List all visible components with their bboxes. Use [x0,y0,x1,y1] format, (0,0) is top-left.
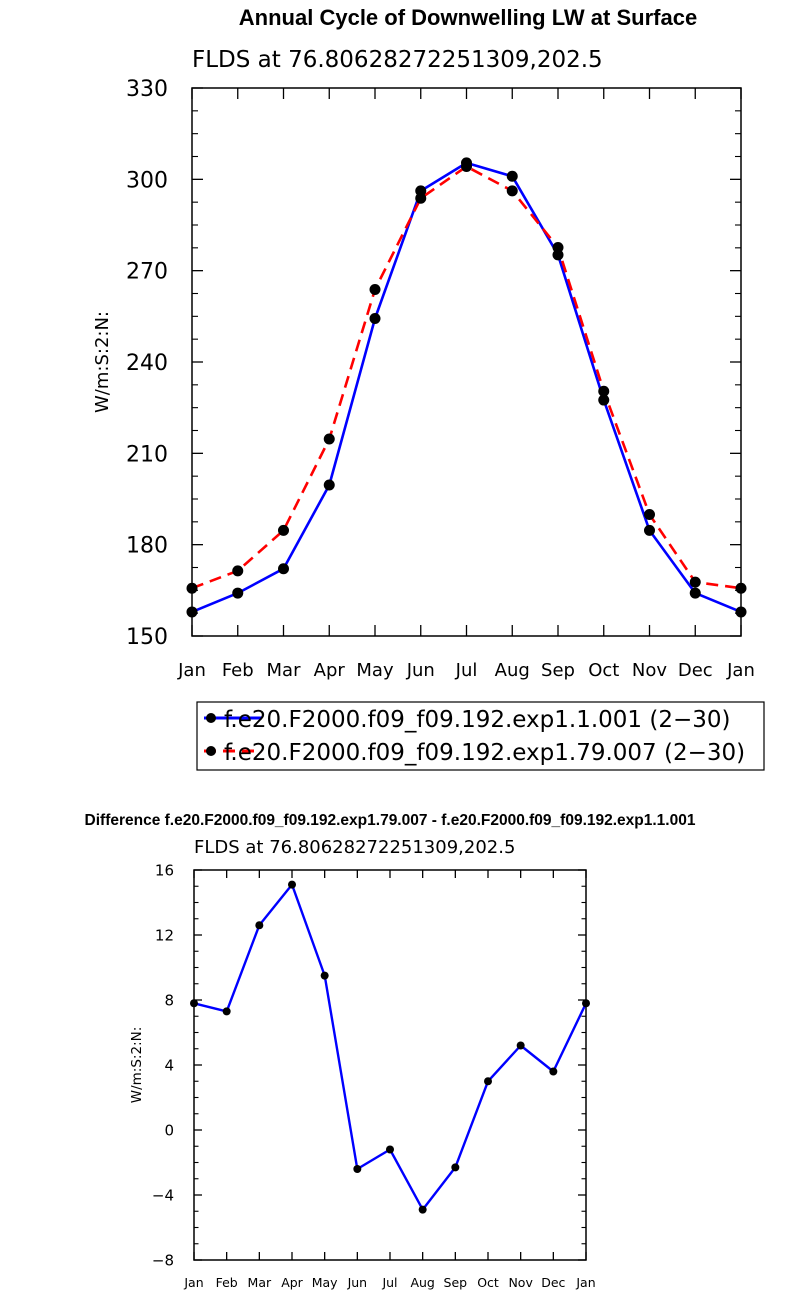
top-series-2-point [552,242,564,254]
bottom-xtick-label: Aug [410,1275,434,1290]
legend-marker-series-2 [206,746,216,756]
bottom-ytick-label: −4 [152,1186,174,1204]
bottom-xtick-label: Oct [477,1275,499,1290]
bottom-xtick-label: Mar [248,1275,272,1290]
top-series-2-point [323,433,335,445]
top-ytick-label: 300 [126,168,168,193]
top-ytick-label: 270 [126,260,168,285]
bottom-series-1-point [288,880,296,889]
top-ytick-label: 330 [126,77,168,102]
bottom-xtick-label: May [312,1275,338,1290]
bottom-xtick-label: Jan [575,1275,595,1290]
bottom-ytick-label: 8 [164,991,174,1009]
top-series-2-point [369,284,381,296]
top-series-2-point [186,582,198,594]
top-xtick-label: May [356,660,394,681]
bottom-chart-ylabel: W/m:S:2:N: [129,1027,145,1104]
bottom-xtick-label: Sep [444,1275,468,1290]
top-xtick-label: Oct [588,660,619,681]
top-ytick-label: 240 [126,351,168,376]
bottom-series-1-point [222,1007,231,1016]
bottom-ytick-label: 16 [155,861,174,879]
top-xtick-label: Feb [222,660,254,681]
top-series-line-2 [191,165,742,590]
bottom-xtick-label: Dec [541,1275,565,1290]
bottom-xtick-label: Jul [381,1275,397,1290]
bottom-series-1-point [516,1041,525,1050]
bottom-series-1-point [353,1165,362,1173]
bottom-ytick-label: −8 [152,1251,174,1269]
bottom-xtick-label: Jun [347,1275,368,1290]
bottom-xtick-label: Nov [508,1275,533,1290]
top-series-2-point [735,582,747,594]
top-series-1-point [506,170,518,182]
legend-label-series-2: f.e20.F2000.f09_f09.192.exp1.79.007 (2−3… [224,740,745,766]
bottom-series-1-point [386,1145,394,1154]
bottom-series-1-point [582,999,590,1008]
top-chart-title: Annual Cycle of Downwelling LW at Surfac… [239,5,697,30]
top-chart-ylabel: W/m:S:2:N: [92,311,113,413]
bottom-series-1-point [549,1067,558,1076]
bottom-ytick-label: 4 [164,1056,174,1074]
top-xtick-label: Sep [541,660,575,681]
bottom-series-1-point [418,1205,427,1214]
top-series-2-point [278,524,289,536]
top-series-1-point [598,394,610,406]
top-xtick-label: Nov [632,660,667,681]
top-series-1-point [369,312,381,324]
bottom-ytick-label: 12 [155,926,174,944]
top-xtick-label: Jan [177,660,206,681]
top-xtick-label: Dec [678,660,713,681]
top-series-1-point [689,587,701,599]
legend: f.e20.F2000.f09_f09.192.exp1.1.001 (2−30… [196,701,765,771]
bottom-series-1-point [190,999,198,1008]
top-series-2-point [598,385,610,397]
top-chart-subtitle: FLDS at 76.80628272251309,202.5 [192,47,603,73]
bottom-series-1-point [484,1077,492,1086]
bottom-series-1-point [451,1163,460,1172]
bottom-xtick-label: Apr [281,1275,303,1290]
bottom-series-1-point [255,921,264,930]
legend-marker-series-1 [206,713,216,723]
bottom-xtick-label: Feb [216,1275,238,1290]
bottom-ytick-label: 0 [164,1121,174,1139]
top-series-1-point [323,479,335,491]
top-series-2-point [232,565,244,577]
bottom-xtick-label: Jan [183,1275,203,1290]
bottom-series-line-1 [193,883,588,1211]
top-xtick-label: Mar [267,660,302,681]
bottom-plot-frame [193,869,587,1261]
top-series-2-point [689,576,701,588]
top-series-2-point [415,192,427,204]
bottom-chart-subtitle: FLDS at 76.80628272251309,202.5 [194,837,515,858]
legend-label-series-1: f.e20.F2000.f09_f09.192.exp1.1.001 (2−30… [224,707,730,733]
top-series-line-1 [191,161,742,614]
bottom-series-1-point [320,971,329,980]
top-xtick-label: Jul [455,660,478,681]
top-series-1-point [278,563,289,575]
top-series-1-point [644,524,655,536]
top-series-1-point [186,606,198,618]
top-xtick-label: Jan [726,660,755,681]
top-series-2-point [506,185,518,197]
top-ytick-label: 180 [126,534,168,559]
top-series-1-point [735,606,747,618]
bottom-plot-area: −8 −4 0 4 8 12 16 Jan Feb Mar Apr May Jun Jul Aug Sep Oc… [152,861,596,1290]
legend-box [196,701,765,771]
top-series-1-point [232,587,244,599]
bottom-chart-title: Difference f.e20.F2000.f09_f09.192.exp1.… [85,812,696,829]
top-ytick-label: 150 [126,625,168,650]
top-ytick-label: 210 [126,442,168,467]
top-series-2-point [461,161,472,173]
top-plot-area: 150 180 210 240 270 300 330 Jan Feb Mar Apr May Jun J… [126,77,755,681]
top-xtick-label: Jun [406,660,435,681]
top-series-2-point [644,509,655,521]
top-xtick-label: Aug [495,660,530,681]
top-xtick-label: Apr [314,660,346,681]
